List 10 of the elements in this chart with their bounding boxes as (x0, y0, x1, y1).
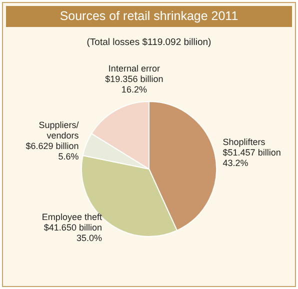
data-label: $6.629 billion 5.6% (26, 140, 79, 162)
slice-label: Internal error (108, 64, 160, 74)
slice-label: Shoplifters (222, 136, 266, 147)
chart-title: Sources of retail shrinkage 2011 (6, 6, 292, 27)
chart-subtitle: (Total losses $119.092 billion) (86, 37, 212, 49)
data-label: $51.457 billion 43.2% (222, 147, 281, 168)
data-label: $41.650 billion 35.0% (44, 222, 102, 244)
slice-label: Employee theft (42, 212, 102, 222)
data-label: $19.356 billion 16.2% (105, 74, 164, 95)
slice-label: Suppliers/ vendors (38, 120, 80, 140)
